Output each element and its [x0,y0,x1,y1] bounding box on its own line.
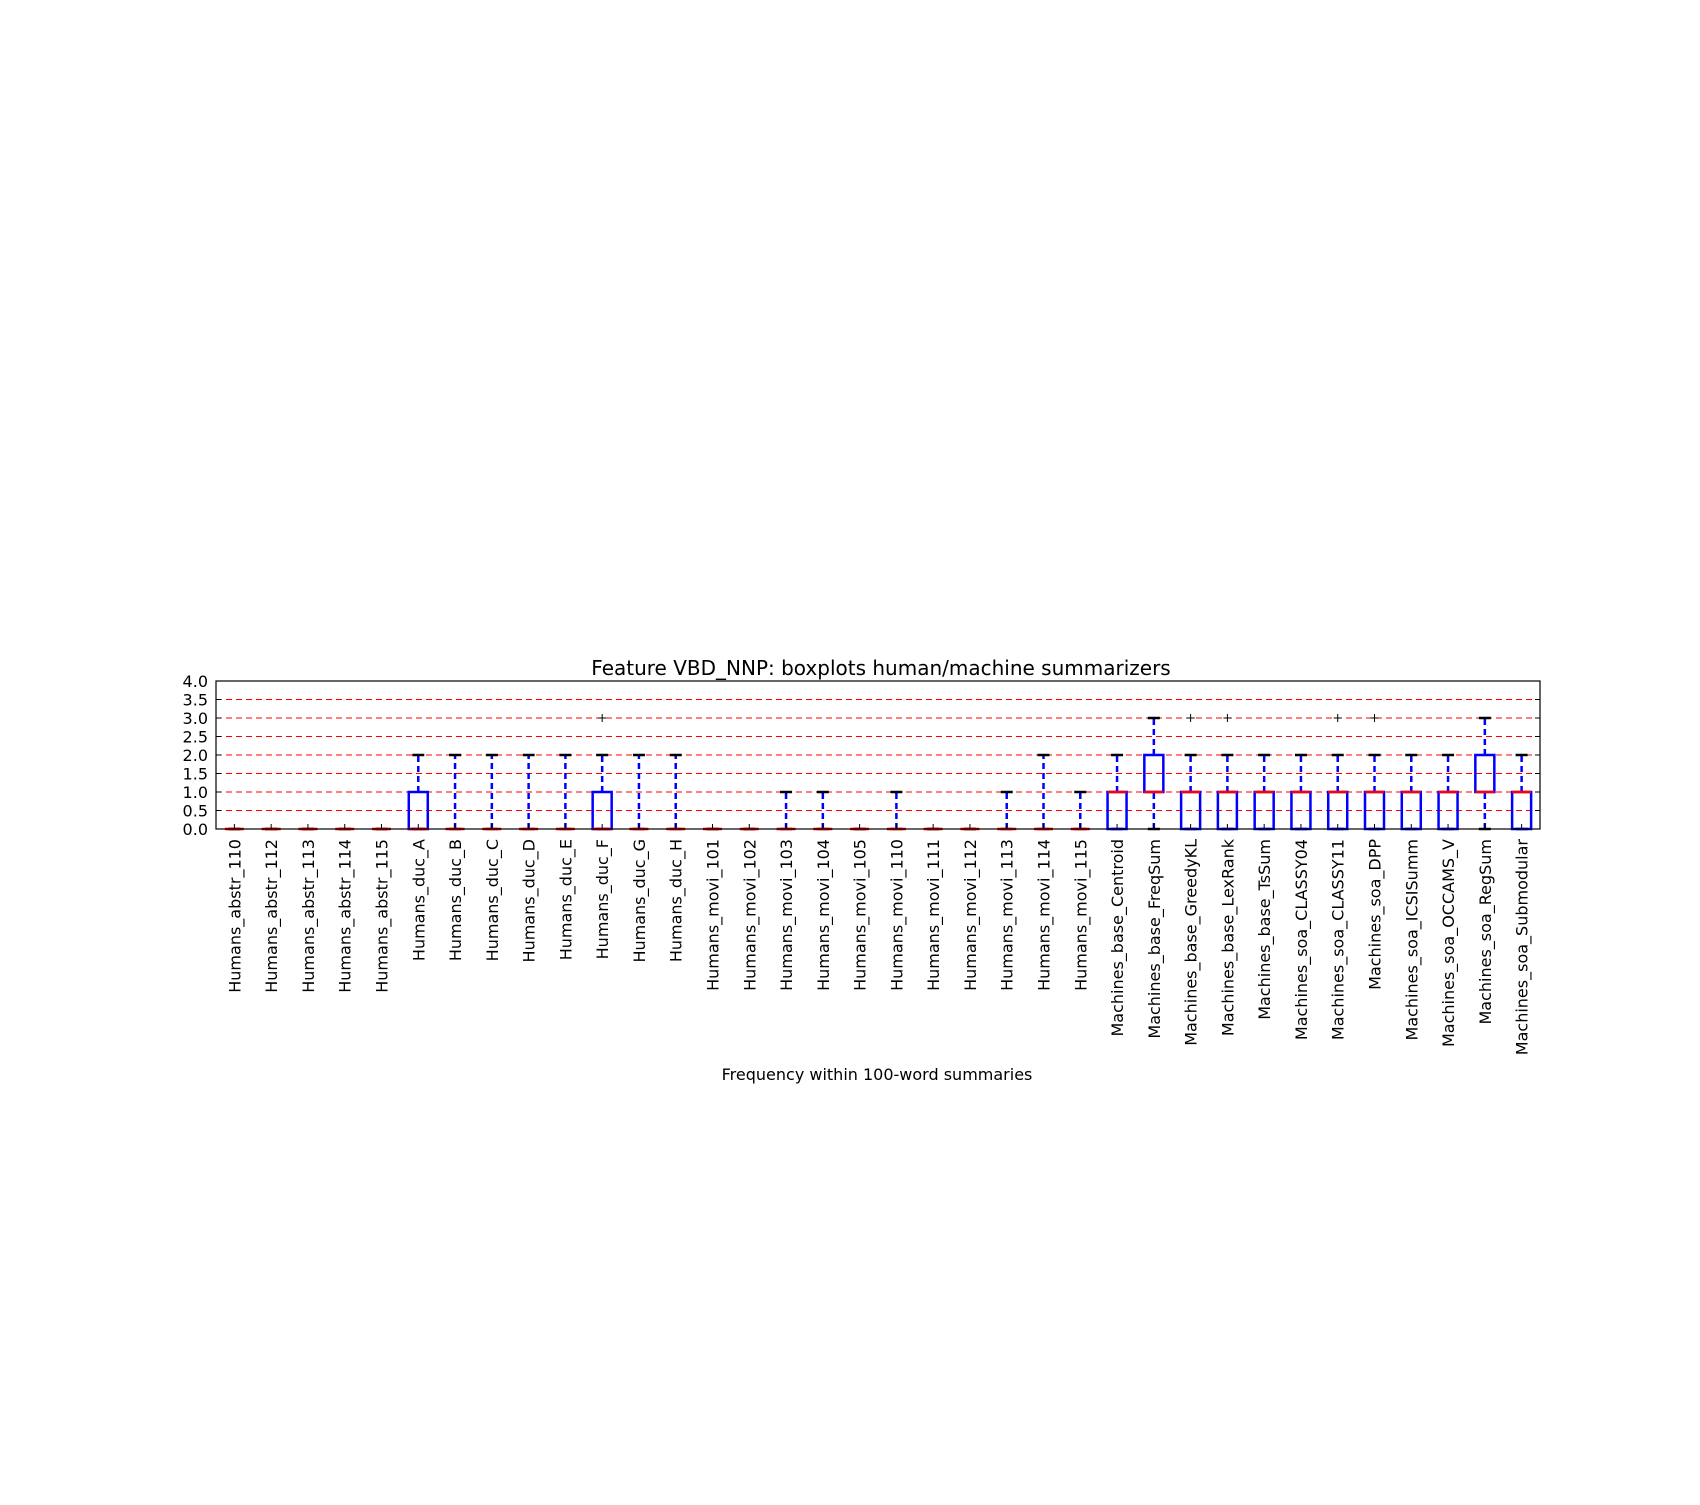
box-Machines_base_FreqSum [1143,716,1165,831]
y-tick-label: 4.0 [183,672,208,691]
y-tick-label: 1.5 [183,765,208,784]
x-tick-label: Humans_abstr_114 [336,839,356,993]
x-tick-label: Humans_movi_101 [704,839,724,991]
y-tick-label: 2.0 [183,746,208,765]
x-tick-label: Machines_base_TsSum [1255,839,1275,1020]
x-tick-label: Humans_abstr_110 [225,839,245,993]
x-axis-label: Frequency within 100-word summaries [722,1065,1033,1084]
x-axis: Humans_abstr_110 Humans_abstr_112 Humans_a… [225,824,1533,1056]
x-tick-label: Machines_soa_CLASSY11 [1329,839,1349,1040]
x-tick-label: Humans_duc_H [667,839,687,962]
x-tick-label: Humans_movi_114 [1035,839,1055,991]
x-tick-label: Humans_duc_G [630,839,650,963]
x-tick-label: Humans_duc_C [483,839,503,961]
y-tick-label: 0.0 [183,820,208,839]
y-tick-label: 3.5 [183,691,208,710]
y-tick-label: 2.5 [183,728,208,747]
x-tick-label: Machines_soa_CLASSY04 [1292,839,1312,1040]
x-tick-label: Humans_movi_115 [1071,839,1091,991]
x-tick-label: Machines_soa_OCCAMS_V [1439,839,1459,1047]
y-tick-label: 1.0 [183,783,208,802]
x-tick-label: Machines_soa_Submodular [1513,839,1533,1056]
grid-lines [216,699,1540,811]
x-tick-label: Humans_duc_B [446,839,466,961]
y-tick-label: 0.5 [183,802,208,821]
x-tick-label: Machines_soa_ICSISumm [1402,839,1422,1040]
x-tick-label: Machines_soa_RegSum [1476,839,1496,1025]
x-tick-label: Humans_movi_112 [961,839,981,991]
y-axis: 0.00.51.01.52.02.53.03.54.0 [183,672,1540,839]
plot-frame [215,680,1541,830]
x-tick-label: Humans_duc_F [593,839,613,959]
x-tick-label: Humans_abstr_115 [373,839,393,993]
chart-title: Feature VBD_NNP: boxplots human/machine … [591,656,1170,680]
x-tick-label: Humans_movi_104 [814,839,834,991]
y-tick-label: 3.0 [183,709,208,728]
box-Machines_soa_RegSum [1474,716,1496,831]
x-tick-label: Humans_movi_103 [777,839,797,991]
x-tick-label: Humans_movi_111 [924,839,944,991]
x-tick-label: Humans_duc_A [409,839,429,961]
x-tick-label: Humans_movi_110 [887,839,907,991]
x-tick-label: Humans_abstr_113 [299,839,319,993]
x-tick-label: Humans_movi_113 [998,839,1018,991]
x-tick-label: Machines_base_Centroid [1108,839,1128,1037]
x-tick-label: Machines_base_GreedyKL [1182,839,1202,1046]
x-tick-label: Humans_movi_105 [851,839,871,991]
x-tick-label: Humans_duc_D [520,839,540,962]
x-tick-label: Humans_abstr_112 [262,839,282,993]
x-tick-label: Machines_base_LexRank [1218,838,1238,1036]
x-tick-label: Humans_duc_E [556,839,576,960]
x-tick-label: Humans_movi_102 [740,839,760,991]
x-tick-label: Machines_base_FreqSum [1145,839,1165,1039]
x-tick-label: Machines_soa_DPP [1366,839,1386,990]
